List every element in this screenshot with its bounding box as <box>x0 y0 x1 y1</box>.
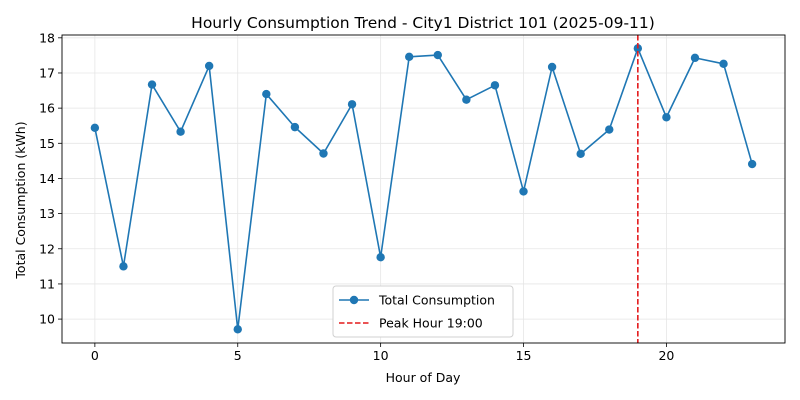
data-point <box>490 81 500 90</box>
series-line <box>94 47 753 331</box>
legend-box <box>332 285 514 338</box>
x-axis-label: Hour of Day <box>386 370 461 385</box>
x-tick-label: 15 <box>516 348 532 363</box>
y-tick-label: 12 <box>39 241 55 256</box>
y-tick-label: 13 <box>39 206 55 221</box>
data-point <box>90 123 100 133</box>
data-point <box>433 50 442 60</box>
plot-frame <box>61 34 786 344</box>
data-point <box>204 61 214 71</box>
y-tick-label: 14 <box>39 171 55 186</box>
y-axis: 10 11 12 13 14 15 16 17 18 <box>39 30 62 327</box>
data-point <box>347 100 357 109</box>
y-tick-label: 11 <box>39 276 55 291</box>
data-point <box>376 253 385 262</box>
y-tick-label: 15 <box>39 136 55 151</box>
data-point <box>719 59 728 69</box>
plot-area <box>90 35 757 343</box>
data-point <box>262 89 271 99</box>
data-point <box>233 325 242 334</box>
data-point <box>747 159 757 169</box>
y-axis-label: Total Consumption (kWh) <box>13 121 28 279</box>
x-tick-label: 10 <box>373 348 389 363</box>
data-point <box>690 53 700 63</box>
data-point <box>605 125 614 134</box>
data-point <box>147 80 157 89</box>
legend-marker-series <box>349 295 359 305</box>
y-tick-label: 16 <box>39 101 55 116</box>
legend: Total Consumption Peak Hour 19:00 <box>332 285 514 338</box>
y-tick-label: 17 <box>39 65 55 80</box>
data-point <box>405 52 414 61</box>
data-point <box>319 149 328 158</box>
legend-label-peak: Peak Hour 19:00 <box>379 316 483 331</box>
x-tick-label: 5 <box>234 348 242 363</box>
legend-label-series: Total Consumption <box>378 293 495 308</box>
data-point <box>576 149 585 159</box>
data-point <box>119 262 128 271</box>
y-tick-label: 18 <box>39 30 55 45</box>
y-tick-label: 10 <box>39 312 55 327</box>
data-point <box>519 187 528 196</box>
data-point <box>462 95 471 104</box>
x-tick-label: 0 <box>91 348 99 363</box>
x-axis: 0 5 10 15 20 <box>91 343 674 363</box>
data-point <box>176 127 185 136</box>
data-point <box>547 62 557 72</box>
data-point <box>662 113 671 122</box>
data-point <box>290 122 300 132</box>
x-tick-label: 20 <box>658 348 674 363</box>
chart-title: Hourly Consumption Trend - City1 Distric… <box>191 14 655 32</box>
